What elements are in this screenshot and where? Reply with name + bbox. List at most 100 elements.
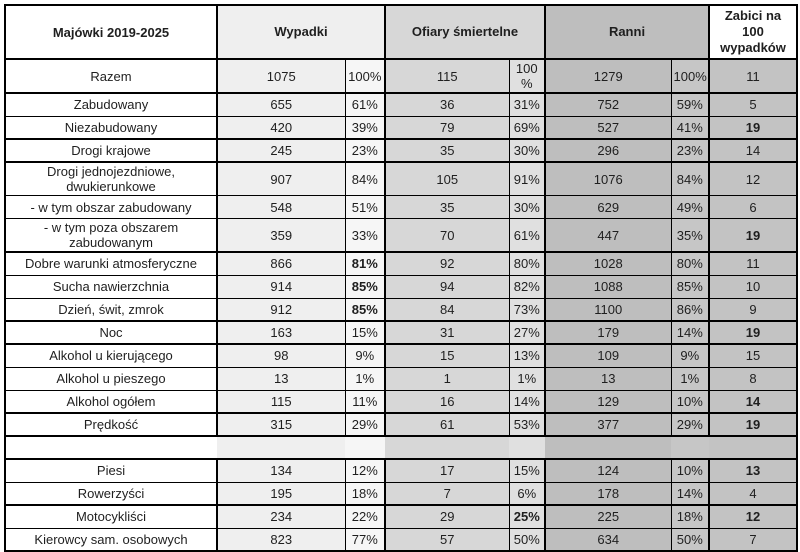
statistics-table: Majówki 2019-2025 Wypadki Ofiary śmierte…	[4, 4, 798, 552]
cell-zabici: 10	[709, 275, 797, 299]
cell-wypadki: 98	[217, 344, 346, 368]
row-label: Drogi jednojezdniowe, dwukierunkowe	[5, 162, 218, 196]
column-header-zabici-label: Zabici na 100 wypadków	[720, 7, 786, 56]
cell-wypadki: 234	[217, 505, 346, 529]
cell-wypadki-pct: 9%	[345, 344, 386, 368]
cell-ofiary-pct: 91%	[509, 162, 546, 196]
cell-wypadki: 359	[217, 218, 346, 253]
cell-ofiary-pct: 80%	[509, 252, 546, 276]
cell-ofiary-pct: 6%	[509, 482, 546, 506]
cell-ofiary-pct: 27%	[509, 321, 546, 345]
cell-zabici: 5	[709, 93, 797, 117]
cell-ranni: 296	[545, 139, 672, 163]
row-label: Alkohol ogółem	[5, 390, 218, 414]
cell-wypadki: 914	[217, 275, 346, 299]
cell-ranni-pct: 14%	[671, 482, 710, 506]
table-row: Piesi 134 12% 17 15% 124 10% 13	[5, 459, 797, 483]
cell-ranni-pct: 86%	[671, 298, 710, 322]
column-header-ofiary: Ofiary śmiertelne	[385, 5, 546, 60]
row-label: Niezabudowany	[5, 116, 218, 140]
cell-ranni: 634	[545, 528, 672, 552]
row-label: Motocykliści	[5, 505, 218, 529]
cell-ranni: 1088	[545, 275, 672, 299]
table-row: Razem 1075 100% 115 100 % 1279 100% 11	[5, 59, 797, 94]
cell-ofiary: 31	[385, 321, 510, 345]
table-row: Rowerzyści 195 18% 7 6% 178 14% 4	[5, 482, 797, 506]
cell-ofiary-pct: 69%	[509, 116, 546, 140]
row-label: Drogi krajowe	[5, 139, 218, 163]
cell-zabici: 14	[709, 139, 797, 163]
cell-ofiary-pct: 1%	[509, 367, 546, 391]
cell-wypadki-pct	[345, 436, 385, 460]
table-row: - w tym poza obszarem zabudowanym 359 33% 7…	[5, 218, 797, 253]
table-row: Dobre warunki atmosferyczne 866 81% 92 80% 10…	[5, 252, 797, 276]
cell-ofiary-pct: 15%	[509, 459, 546, 483]
table-row: - w tym obszar zabudowany 548 51% 35 30% 629 4…	[5, 195, 797, 219]
cell-ofiary-pct: 25%	[509, 505, 546, 529]
cell-zabici: 12	[709, 505, 797, 529]
table-row: Drogi jednojezdniowe, dwukierunkowe 907 84…	[5, 162, 797, 196]
row-label: Kierowcy sam. osobowych	[5, 528, 218, 552]
column-header-wypadki: Wypadki	[217, 5, 386, 60]
cell-zabici: 8	[709, 367, 797, 391]
cell-ofiary-pct: 13%	[509, 344, 546, 368]
cell-ranni-pct: 14%	[671, 321, 710, 345]
cell-zabici: 7	[709, 528, 797, 552]
cell-ranni: 13	[545, 367, 672, 391]
cell-wypadki: 823	[217, 528, 346, 552]
cell-ofiary: 115	[385, 59, 510, 94]
cell-ofiary: 36	[385, 93, 510, 117]
row-label: Alkohol u kierującego	[5, 344, 218, 368]
row-label: Sucha nawierzchnia	[5, 275, 218, 299]
cell-wypadki-pct: 1%	[345, 367, 386, 391]
cell-ofiary-pct: 30%	[509, 139, 546, 163]
cell-ofiary: 57	[385, 528, 510, 552]
cell-wypadki-pct: 100%	[345, 59, 386, 94]
row-label: Alkohol u pieszego	[5, 367, 218, 391]
cell-ofiary	[385, 436, 509, 460]
cell-ranni: 1279	[545, 59, 672, 94]
table-row: Zabudowany 655 61% 36 31% 752 59% 5	[5, 93, 797, 117]
table-row: Alkohol u kierującego 98 9% 15 13% 109 9% 15	[5, 344, 797, 368]
column-header-ranni: Ranni	[545, 5, 710, 60]
cell-ranni-pct	[671, 436, 709, 460]
cell-ofiary-pct: 53%	[509, 413, 546, 437]
cell-wypadki: 420	[217, 116, 346, 140]
cell-zabici: 11	[709, 59, 797, 94]
cell-ofiary-pct: 30%	[509, 195, 546, 219]
cell-ranni-pct: 9%	[671, 344, 710, 368]
cell-ranni-pct: 41%	[671, 116, 710, 140]
row-label: Noc	[5, 321, 218, 345]
cell-wypadki: 315	[217, 413, 346, 437]
cell-ranni-pct: 84%	[671, 162, 710, 196]
row-label: Razem	[5, 59, 218, 94]
cell-wypadki-pct: 81%	[345, 252, 386, 276]
cell-zabici: 9	[709, 298, 797, 322]
cell-ranni-pct: 59%	[671, 93, 710, 117]
cell-zabici: 12	[709, 162, 797, 196]
table-row: Noc 163 15% 31 27% 179 14% 19	[5, 321, 797, 345]
cell-ranni-pct: 49%	[671, 195, 710, 219]
cell-wypadki: 245	[217, 139, 346, 163]
cell-wypadki-pct: 61%	[345, 93, 386, 117]
row-label: Zabudowany	[5, 93, 218, 117]
cell-ranni-pct: 23%	[671, 139, 710, 163]
cell-ranni: 178	[545, 482, 672, 506]
table-header: Majówki 2019-2025 Wypadki Ofiary śmierte…	[5, 5, 797, 60]
cell-zabici: 13	[709, 459, 797, 483]
cell-ranni-pct: 85%	[671, 275, 710, 299]
spacer-row	[5, 436, 797, 460]
cell-wypadki-pct: 33%	[345, 218, 386, 253]
cell-ranni: 225	[545, 505, 672, 529]
cell-ranni: 129	[545, 390, 672, 414]
cell-ranni: 377	[545, 413, 672, 437]
cell-ofiary: 1	[385, 367, 510, 391]
cell-ofiary-pct: 14%	[509, 390, 546, 414]
cell-wypadki: 912	[217, 298, 346, 322]
cell-wypadki	[217, 436, 345, 460]
cell-ranni-pct: 50%	[671, 528, 710, 552]
cell-zabici: 19	[709, 116, 797, 140]
cell-ranni: 629	[545, 195, 672, 219]
cell-ofiary: 17	[385, 459, 510, 483]
table-row: Prędkość 315 29% 61 53% 377 29% 19	[5, 413, 797, 437]
